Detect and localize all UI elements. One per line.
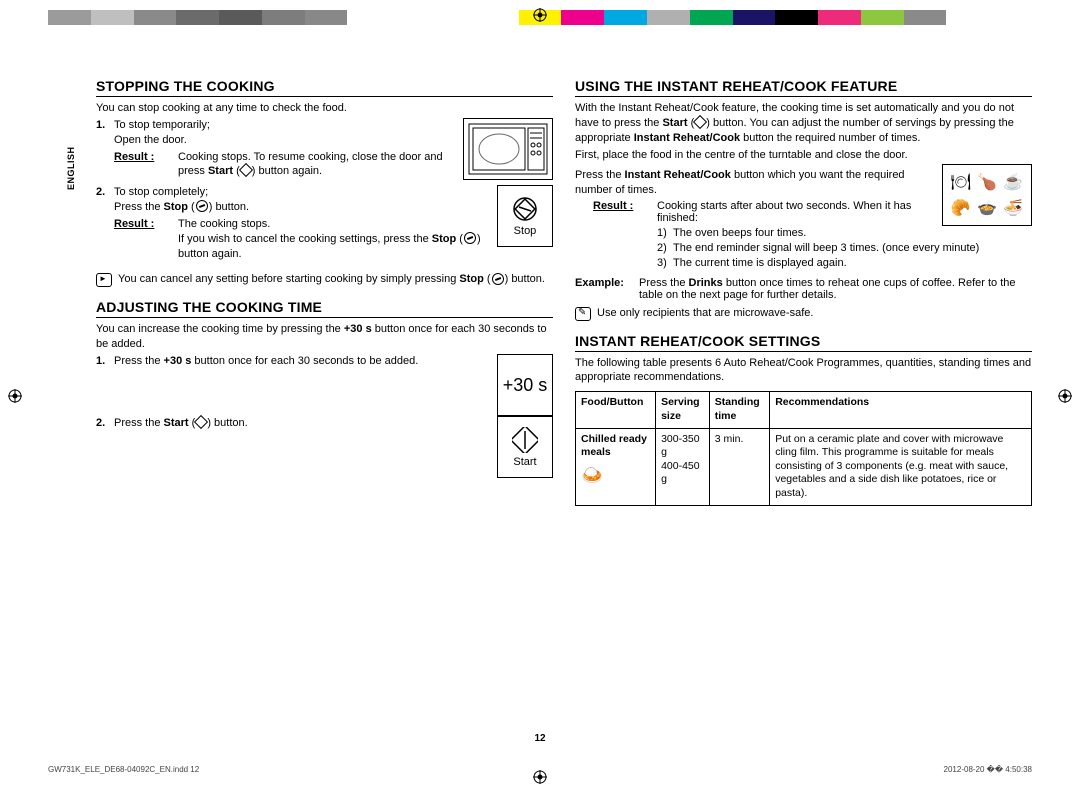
reheat-icons-illustration: 🍽🍗☕ 🥐🍲🍜 [942, 164, 1032, 226]
instant-sublist: 1)The oven beeps four times. 2)The end r… [575, 226, 1032, 271]
table-row: Chilled ready meals🍛 300-350 g 400-450 g… [576, 428, 1032, 505]
stopping-note: You can cancel any setting before starti… [96, 273, 553, 287]
adjusting-step-2: 2. Press the Start () button. [96, 416, 553, 431]
meal-icon: 🍛 [581, 464, 650, 487]
print-footer: GW731K_ELE_DE68-04092C_EN.indd 12 2012-0… [48, 765, 1032, 774]
heading-adjusting: ADJUSTING THE COOKING TIME [96, 299, 553, 318]
stopping-step-1: 1. To stop temporarily; Open the door. R… [96, 118, 553, 179]
heading-instant: USING THE INSTANT REHEAT/COOK FEATURE [575, 78, 1032, 97]
th-standing: Standing time [709, 392, 769, 428]
instant-p2: First, place the food in the centre of t… [575, 148, 1032, 163]
settings-table: Food/Button Serving size Standing time R… [575, 391, 1032, 505]
instant-p1: With the Instant Reheat/Cook feature, th… [575, 101, 1032, 146]
th-serving: Serving size [656, 392, 710, 428]
note-icon [96, 273, 112, 287]
th-food: Food/Button [576, 392, 656, 428]
footer-left: GW731K_ELE_DE68-04092C_EN.indd 12 [48, 765, 199, 774]
registration-mark-right [1058, 389, 1072, 403]
registration-mark-top [533, 8, 547, 22]
registration-mark-left [8, 389, 22, 403]
start-label: Start [513, 456, 536, 468]
footer-right: 2012-08-20 �� 4:50:38 [944, 765, 1032, 774]
right-column: USING THE INSTANT REHEAT/COOK FEATURE Wi… [575, 78, 1032, 714]
stopping-intro: You can stop cooking at any time to chec… [96, 101, 553, 116]
settings-intro: The following table presents 6 Auto Rehe… [575, 356, 1032, 386]
page-content: STOPPING THE COOKING You can stop cookin… [96, 78, 1032, 714]
heading-settings: INSTANT REHEAT/COOK SETTINGS [575, 333, 1032, 352]
left-column: STOPPING THE COOKING You can stop cookin… [96, 78, 553, 714]
heading-stopping: STOPPING THE COOKING [96, 78, 553, 97]
stopping-step-2: 2. To stop completely; Press the Stop ()… [96, 185, 553, 261]
pencil-note-icon [575, 307, 591, 321]
th-rec: Recommendations [770, 392, 1032, 428]
adjusting-step-1: 1. Press the +30 s button once for each … [96, 354, 553, 369]
example-label: Example: [575, 277, 639, 301]
result-label: Result : [114, 150, 178, 180]
page-number: 12 [0, 733, 1080, 744]
adjusting-intro: You can increase the cooking time by pre… [96, 322, 553, 352]
language-label: ENGLISH [66, 146, 76, 190]
instant-note: Use only recipients that are microwave-s… [575, 307, 1032, 321]
